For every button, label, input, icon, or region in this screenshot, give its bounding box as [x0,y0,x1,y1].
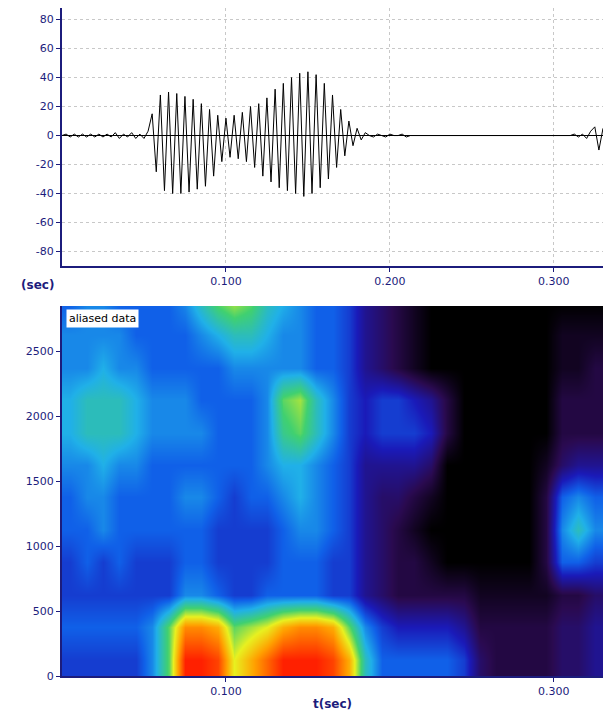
svg-text:0.200: 0.200 [374,275,406,288]
svg-text:0.100: 0.100 [210,275,242,288]
svg-text:1500: 1500 [26,475,54,488]
svg-text:-80: -80 [36,245,54,258]
svg-text:60: 60 [40,42,54,55]
svg-text:0.300: 0.300 [538,275,570,288]
svg-text:0: 0 [47,129,54,142]
svg-text:0: 0 [47,670,54,683]
svg-text:-20: -20 [36,158,54,171]
svg-text:t(sec): t(sec) [313,697,352,711]
svg-text:40: 40 [40,71,54,84]
svg-text:(sec): (sec) [21,278,54,292]
svg-text:0.100: 0.100 [210,685,242,698]
svg-text:2000: 2000 [26,410,54,423]
svg-text:20: 20 [40,100,54,113]
svg-text:-60: -60 [36,216,54,229]
svg-text:aliased data: aliased data [69,312,136,325]
svg-text:500: 500 [33,605,54,618]
svg-text:1000: 1000 [26,540,54,553]
svg-text:0.300: 0.300 [538,685,570,698]
svg-text:2500: 2500 [26,345,54,358]
svg-text:80: 80 [40,13,54,26]
svg-text:-40: -40 [36,187,54,200]
